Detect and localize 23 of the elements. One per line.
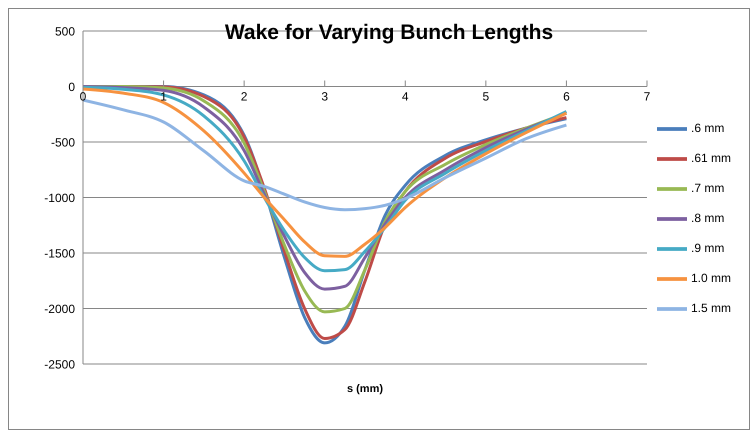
legend-label: .9 mm bbox=[690, 241, 724, 256]
legend-label: 1.0 mm bbox=[690, 271, 731, 286]
y-tick-label: 0 bbox=[68, 80, 76, 94]
y-tick-label: -2000 bbox=[44, 302, 76, 316]
x-axis-title: s (mm) bbox=[346, 383, 384, 395]
x-tick-label: 7 bbox=[644, 90, 651, 104]
y-tick-label: -500 bbox=[50, 135, 76, 150]
x-tick-label: 2 bbox=[240, 90, 248, 104]
legend-label: .61 mm bbox=[690, 151, 731, 166]
y-tick-label: -1500 bbox=[44, 246, 76, 260]
y-tick-label: -2500 bbox=[44, 357, 76, 372]
x-tick-label: 5 bbox=[482, 90, 490, 104]
legend-label: 1.5 mm bbox=[690, 301, 731, 316]
legend-label: .6 mm bbox=[690, 121, 724, 136]
y-tick-label: -1000 bbox=[44, 190, 76, 205]
legend-label: .7 mm bbox=[690, 181, 724, 196]
legend-label: .8 mm bbox=[690, 211, 724, 226]
x-tick-label: 0 bbox=[80, 90, 87, 104]
x-tick-label: 4 bbox=[402, 90, 409, 104]
chart-title: Wake for Varying Bunch Lengths bbox=[224, 21, 554, 45]
x-tick-label: 3 bbox=[321, 90, 328, 104]
x-tick-label: 6 bbox=[563, 90, 570, 104]
y-tick-label: 500 bbox=[54, 24, 76, 38]
